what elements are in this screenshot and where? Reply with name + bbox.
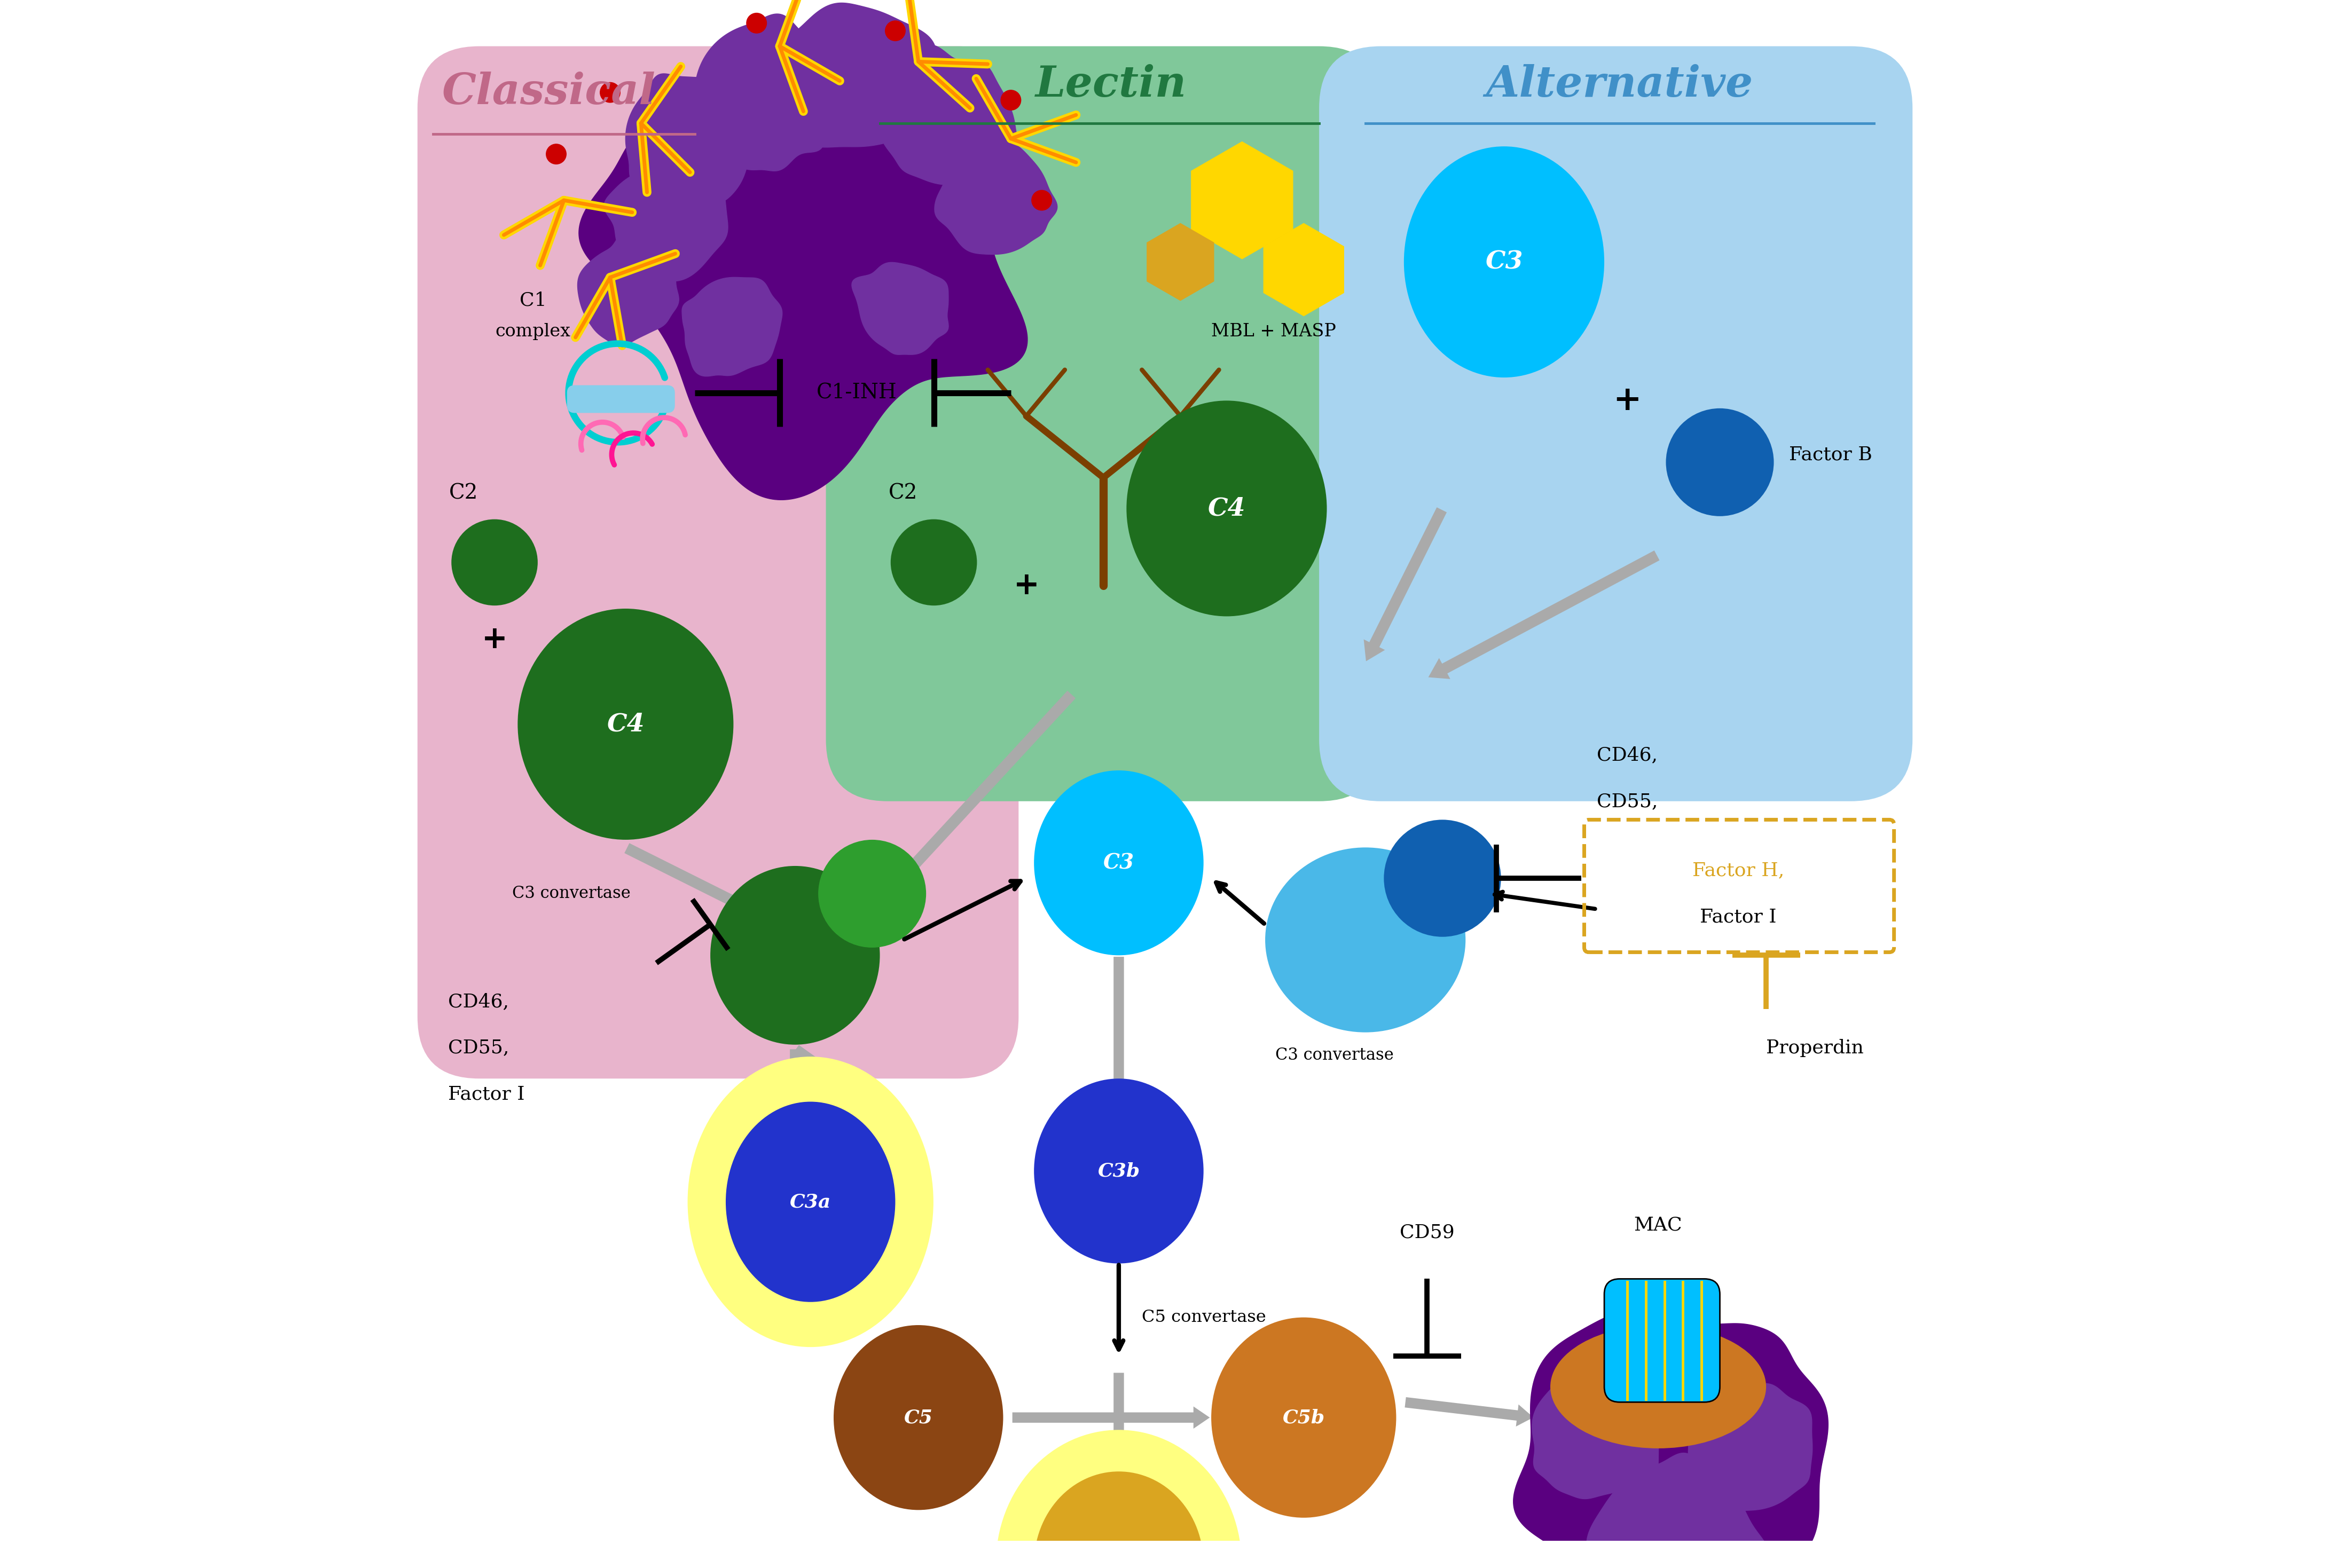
- Ellipse shape: [1035, 1079, 1205, 1264]
- Text: CD46,: CD46,: [447, 993, 510, 1011]
- Circle shape: [746, 13, 767, 33]
- Ellipse shape: [725, 1102, 895, 1301]
- Polygon shape: [694, 14, 857, 171]
- Text: Classical: Classical: [443, 72, 655, 113]
- Text: CD55,: CD55,: [1596, 792, 1657, 811]
- Ellipse shape: [995, 1430, 1242, 1568]
- Text: CD46,: CD46,: [1596, 746, 1657, 764]
- Text: +: +: [1612, 384, 1643, 417]
- Ellipse shape: [1405, 146, 1605, 378]
- Ellipse shape: [1212, 1317, 1396, 1518]
- Ellipse shape: [834, 1325, 1004, 1510]
- Polygon shape: [603, 157, 727, 281]
- Text: C3 convertase: C3 convertase: [513, 886, 631, 902]
- Ellipse shape: [818, 840, 925, 947]
- Ellipse shape: [1265, 847, 1466, 1032]
- Text: Lectin: Lectin: [1035, 64, 1186, 105]
- Text: CD55,: CD55,: [447, 1038, 510, 1057]
- Text: Factor H,: Factor H,: [1692, 861, 1785, 880]
- Polygon shape: [1587, 1454, 1768, 1568]
- Text: C1-INH: C1-INH: [816, 383, 897, 403]
- Polygon shape: [578, 230, 678, 345]
- FancyBboxPatch shape: [825, 45, 1382, 801]
- Ellipse shape: [1666, 408, 1773, 516]
- Ellipse shape: [517, 608, 734, 840]
- Text: C1: C1: [520, 292, 548, 309]
- Text: C3b: C3b: [1097, 1162, 1139, 1181]
- Text: Properdin: Properdin: [1766, 1038, 1864, 1057]
- Polygon shape: [1146, 223, 1214, 301]
- Polygon shape: [878, 45, 1018, 185]
- Text: C3: C3: [1104, 853, 1135, 873]
- Text: C3 convertase: C3 convertase: [1275, 1047, 1393, 1063]
- Text: +: +: [1014, 571, 1039, 601]
- Text: C4: C4: [606, 712, 645, 737]
- Ellipse shape: [890, 519, 976, 605]
- Ellipse shape: [711, 866, 881, 1044]
- Polygon shape: [853, 262, 948, 354]
- Text: +: +: [482, 624, 508, 655]
- Polygon shape: [1515, 1309, 1829, 1568]
- Ellipse shape: [1125, 400, 1326, 616]
- Text: Factor I: Factor I: [447, 1085, 524, 1102]
- Polygon shape: [683, 278, 783, 376]
- Polygon shape: [624, 74, 757, 207]
- Polygon shape: [1263, 223, 1344, 315]
- Circle shape: [601, 83, 620, 102]
- Text: MAC: MAC: [1633, 1215, 1682, 1234]
- Polygon shape: [1689, 1383, 1813, 1513]
- Text: Alternative: Alternative: [1487, 64, 1752, 105]
- Circle shape: [1002, 89, 1021, 110]
- FancyBboxPatch shape: [1319, 45, 1913, 801]
- Polygon shape: [578, 50, 1028, 500]
- Text: MBL + MASP: MBL + MASP: [1212, 323, 1335, 340]
- Text: C5: C5: [904, 1408, 932, 1427]
- Text: C5a: C5a: [1097, 1555, 1139, 1568]
- Ellipse shape: [1035, 1471, 1205, 1568]
- Text: Factor I: Factor I: [1701, 908, 1778, 925]
- FancyBboxPatch shape: [566, 386, 676, 412]
- Polygon shape: [934, 129, 1058, 254]
- Ellipse shape: [1384, 820, 1501, 936]
- Text: CD59: CD59: [1400, 1223, 1454, 1242]
- Text: C2: C2: [888, 483, 918, 503]
- FancyBboxPatch shape: [1605, 1279, 1720, 1402]
- Polygon shape: [1191, 141, 1293, 259]
- Ellipse shape: [1549, 1325, 1766, 1449]
- Polygon shape: [781, 3, 937, 147]
- Ellipse shape: [687, 1057, 934, 1347]
- Text: C5b: C5b: [1282, 1408, 1326, 1427]
- Text: Factor B: Factor B: [1789, 445, 1873, 464]
- Circle shape: [885, 20, 906, 41]
- Text: C4: C4: [1207, 495, 1247, 521]
- Polygon shape: [1533, 1370, 1659, 1499]
- Ellipse shape: [1035, 770, 1205, 955]
- Text: C2: C2: [450, 483, 478, 503]
- Ellipse shape: [452, 519, 538, 605]
- Text: complex: complex: [496, 323, 571, 340]
- Text: C3a: C3a: [790, 1193, 832, 1210]
- Circle shape: [1032, 190, 1051, 210]
- Circle shape: [545, 144, 566, 165]
- FancyBboxPatch shape: [417, 45, 1018, 1079]
- Text: C5 convertase: C5 convertase: [1142, 1309, 1265, 1325]
- Text: C3: C3: [1484, 249, 1524, 274]
